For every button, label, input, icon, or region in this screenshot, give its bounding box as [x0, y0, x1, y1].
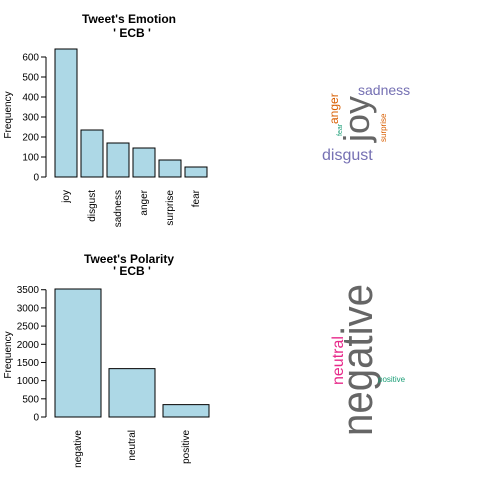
y-tick-label: 200: [22, 133, 39, 144]
emotion-chart-subtitle: ' ECB ': [113, 26, 151, 40]
y-tick-label: 100: [22, 153, 39, 164]
y-tick-label: 2500: [17, 322, 40, 333]
x-tick-label: sadness: [113, 190, 124, 227]
bar-surprise: [158, 159, 182, 178]
polarity-chart: Tweet's Polarity ' ECB ' Frequency 0 500 1…: [3, 252, 210, 468]
y-tick-label: 400: [22, 93, 39, 104]
y-tick-label: 1000: [17, 376, 40, 387]
wordcloud-word-neutral: neutral: [330, 336, 347, 385]
wordcloud-word-disgust: disgust: [322, 147, 373, 164]
x-tick-label: negative: [73, 430, 84, 468]
polarity-x-labels: negative neutral positive: [73, 430, 192, 468]
wordcloud-word-sadness: sadness: [358, 82, 410, 98]
polarity-chart-title: Tweet's Polarity: [84, 252, 174, 266]
bar-negative: [54, 288, 102, 418]
wordcloud-word-anger: anger: [327, 93, 341, 124]
polarity-bars: [54, 288, 210, 418]
x-tick-label: fear: [191, 189, 202, 207]
bar-fear: [184, 166, 208, 178]
polarity-chart-subtitle: ' ECB ': [113, 264, 151, 278]
wordcloud-word-surprise: surprise: [379, 113, 388, 142]
bar-joy: [54, 48, 78, 178]
x-tick-label: surprise: [165, 190, 176, 226]
bar-disgust: [80, 129, 104, 178]
x-tick-label: disgust: [87, 190, 98, 222]
y-tick-label: 3000: [17, 303, 40, 314]
x-tick-label: anger: [139, 189, 150, 215]
bar-neutral: [108, 368, 156, 418]
polarity-y-axis: 0 500 1000 1500 2000 2500 3000 3500: [17, 285, 47, 424]
y-tick-label: 1500: [17, 358, 40, 369]
polarity-chart-ylabel: Frequency: [3, 331, 14, 378]
x-tick-label: positive: [181, 430, 192, 464]
x-tick-label: neutral: [127, 430, 138, 461]
emotion-chart-title: Tweet's Emotion: [82, 12, 176, 26]
y-tick-label: 2000: [17, 340, 40, 351]
wordcloud-word-joy: joy: [336, 96, 377, 143]
wordcloud-word-positive: positive: [378, 375, 406, 384]
bar-anger: [132, 147, 156, 178]
y-tick-label: 600: [22, 53, 39, 64]
wordcloud-word-negative: negative: [333, 284, 382, 436]
y-tick-label: 500: [22, 394, 39, 405]
emotion-chart: Tweet's Emotion ' ECB ' Frequency 0 100 20…: [3, 12, 208, 227]
emotion-y-axis: 0 100 200 300 400 500 600: [22, 53, 47, 184]
emotion-bars: [54, 48, 208, 178]
y-tick-label: 0: [33, 173, 39, 184]
y-tick-label: 3500: [17, 285, 40, 296]
bar-sadness: [106, 142, 130, 178]
emotion-chart-ylabel: Frequency: [3, 91, 14, 138]
polarity-wordcloud: negative neutral positive: [330, 284, 406, 436]
emotion-x-labels: joy disgust sadness anger surprise fear: [61, 189, 202, 227]
y-tick-label: 300: [22, 113, 39, 124]
x-tick-label: joy: [61, 190, 72, 204]
emotion-wordcloud: joy disgust sadness anger surprise fear: [322, 82, 410, 164]
bar-positive: [162, 404, 210, 418]
y-tick-label: 0: [33, 413, 39, 424]
wordcloud-word-fear: fear: [337, 123, 344, 136]
y-tick-label: 500: [22, 73, 39, 84]
